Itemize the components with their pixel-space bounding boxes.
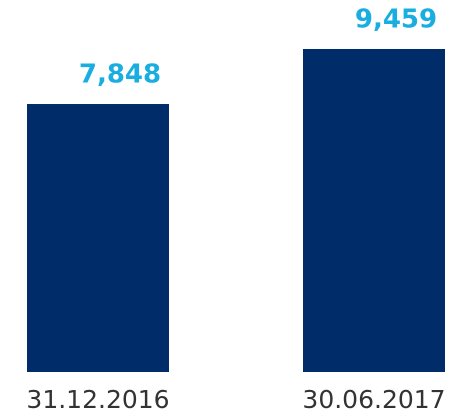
x-tick-label: 30.06.2017 <box>302 385 445 414</box>
bar <box>27 104 169 373</box>
x-tick-label: 31.12.2016 <box>26 385 169 414</box>
bar <box>303 49 445 372</box>
value-label: 7,848 <box>79 60 161 90</box>
value-label: 9,459 <box>355 5 437 35</box>
